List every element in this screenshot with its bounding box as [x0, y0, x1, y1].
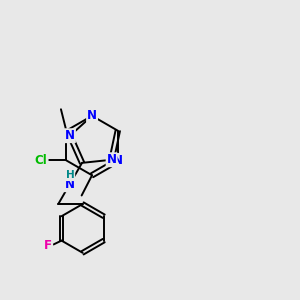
Text: N: N: [106, 153, 117, 166]
Text: N: N: [64, 178, 74, 191]
Text: H: H: [66, 170, 74, 180]
Text: N: N: [87, 109, 97, 122]
Text: F: F: [44, 239, 52, 253]
Text: N: N: [65, 129, 75, 142]
Text: Cl: Cl: [35, 154, 47, 167]
Text: N: N: [113, 154, 123, 167]
